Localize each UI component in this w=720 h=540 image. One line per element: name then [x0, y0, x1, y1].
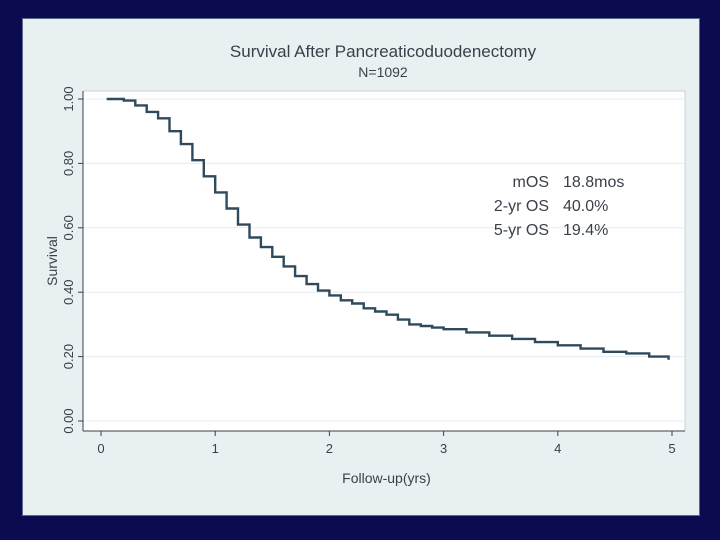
- mos-value: 18.8mos: [563, 174, 624, 191]
- x-axis-label: Follow-up(yrs): [342, 470, 431, 486]
- y-tick-label: 1.00: [61, 86, 76, 111]
- five-year-os-value: 19.4%: [563, 222, 608, 239]
- mos-label: mOS: [513, 174, 549, 191]
- two-year-os-value: 40.0%: [563, 198, 608, 215]
- x-tick-label: 1: [212, 441, 219, 456]
- chart-subtitle: N=1092: [358, 64, 408, 80]
- statistics-annotation: mOS 18.8mos 2-yr OS 40.0% 5-yr OS 19.4%: [494, 174, 625, 239]
- chart-title: Survival After Pancreaticoduodenectomy: [230, 42, 537, 61]
- y-ticks: 0.00 0.20 0.40 0.60 0.80 1.00: [61, 86, 83, 434]
- plot-area: [82, 90, 686, 432]
- two-year-os-label: 2-yr OS: [494, 198, 549, 215]
- y-tick-label: 0.00: [61, 408, 76, 433]
- x-ticks: 0 1 2 3 4 5: [97, 431, 676, 456]
- x-tick-label: 3: [440, 441, 447, 456]
- x-tick-label: 0: [97, 441, 104, 456]
- gridlines: [83, 98, 685, 422]
- y-tick-label: 0.80: [61, 151, 76, 176]
- y-tick-label: 0.60: [61, 215, 76, 240]
- x-tick-label: 5: [668, 441, 675, 456]
- axes: [82, 91, 685, 432]
- x-tick-label: 4: [554, 441, 561, 456]
- survival-curve: [106, 97, 670, 360]
- chart-panel: Survival After Pancreaticoduodenectomy N…: [22, 18, 700, 516]
- y-axis-label: Survival: [44, 236, 60, 286]
- y-tick-label: 0.20: [61, 344, 76, 369]
- five-year-os-label: 5-yr OS: [494, 222, 549, 239]
- survival-chart: Survival After Pancreaticoduodenectomy N…: [44, 42, 686, 486]
- y-tick-label: 0.40: [61, 280, 76, 305]
- x-tick-label: 2: [326, 441, 333, 456]
